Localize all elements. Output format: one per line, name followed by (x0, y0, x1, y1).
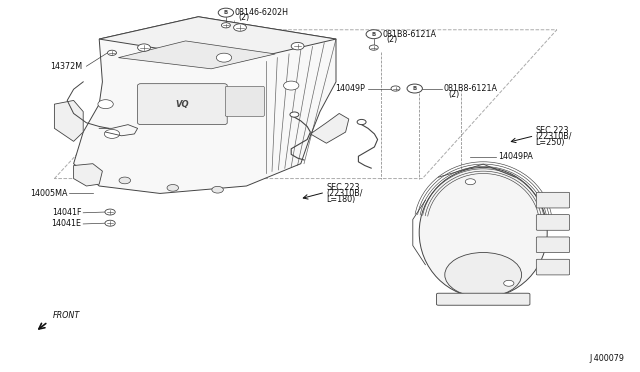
Polygon shape (118, 41, 275, 69)
Text: J 400079: J 400079 (589, 354, 624, 363)
Circle shape (167, 185, 179, 191)
Circle shape (366, 30, 381, 39)
Text: 14041F: 14041F (52, 208, 81, 217)
Text: B: B (413, 86, 417, 91)
Text: (22310B/: (22310B/ (536, 132, 572, 141)
Polygon shape (310, 113, 349, 143)
Polygon shape (74, 164, 102, 186)
Text: L=180): L=180) (326, 195, 356, 203)
Circle shape (98, 100, 113, 109)
FancyBboxPatch shape (536, 237, 570, 253)
Text: (2): (2) (448, 90, 460, 99)
Circle shape (221, 23, 230, 28)
Circle shape (105, 220, 115, 226)
Text: 14372M: 14372M (50, 62, 82, 71)
Circle shape (104, 129, 120, 138)
Circle shape (108, 50, 116, 55)
Circle shape (234, 24, 246, 31)
Polygon shape (74, 17, 336, 193)
Circle shape (119, 177, 131, 184)
Circle shape (105, 209, 115, 215)
Text: L=250): L=250) (536, 138, 565, 147)
Circle shape (407, 84, 422, 93)
Circle shape (216, 53, 232, 62)
FancyBboxPatch shape (536, 192, 570, 208)
Text: B: B (372, 32, 376, 37)
Text: SEC.223: SEC.223 (326, 183, 360, 192)
Circle shape (391, 86, 400, 91)
Circle shape (138, 44, 150, 51)
Text: 14005MA: 14005MA (29, 189, 67, 198)
Circle shape (369, 45, 378, 50)
Text: SEC.223: SEC.223 (536, 126, 569, 135)
Polygon shape (54, 100, 83, 141)
Text: 14049P: 14049P (335, 84, 365, 93)
Circle shape (290, 112, 299, 117)
FancyBboxPatch shape (536, 215, 570, 230)
FancyBboxPatch shape (536, 259, 570, 275)
Circle shape (465, 179, 476, 185)
Polygon shape (99, 17, 336, 61)
Text: FRONT: FRONT (52, 311, 80, 320)
FancyBboxPatch shape (225, 86, 264, 116)
Text: VQ: VQ (175, 100, 189, 109)
Circle shape (357, 119, 366, 125)
Text: (22310B/: (22310B/ (326, 189, 363, 198)
Circle shape (284, 81, 299, 90)
Circle shape (218, 8, 234, 17)
Text: 14041E: 14041E (51, 219, 81, 228)
Text: B: B (224, 10, 228, 15)
Circle shape (212, 186, 223, 193)
Text: 14049PA: 14049PA (498, 153, 532, 161)
FancyBboxPatch shape (436, 293, 530, 305)
Text: (2): (2) (238, 13, 250, 22)
FancyBboxPatch shape (138, 84, 227, 125)
Text: 08146-6202H: 08146-6202H (234, 8, 288, 17)
Circle shape (445, 253, 522, 297)
Text: 081B8-6121A: 081B8-6121A (382, 30, 436, 39)
Ellipse shape (419, 167, 547, 298)
Text: 081B8-6121A: 081B8-6121A (444, 84, 497, 93)
Text: (2): (2) (386, 35, 397, 44)
Circle shape (504, 280, 514, 286)
Circle shape (291, 42, 304, 50)
